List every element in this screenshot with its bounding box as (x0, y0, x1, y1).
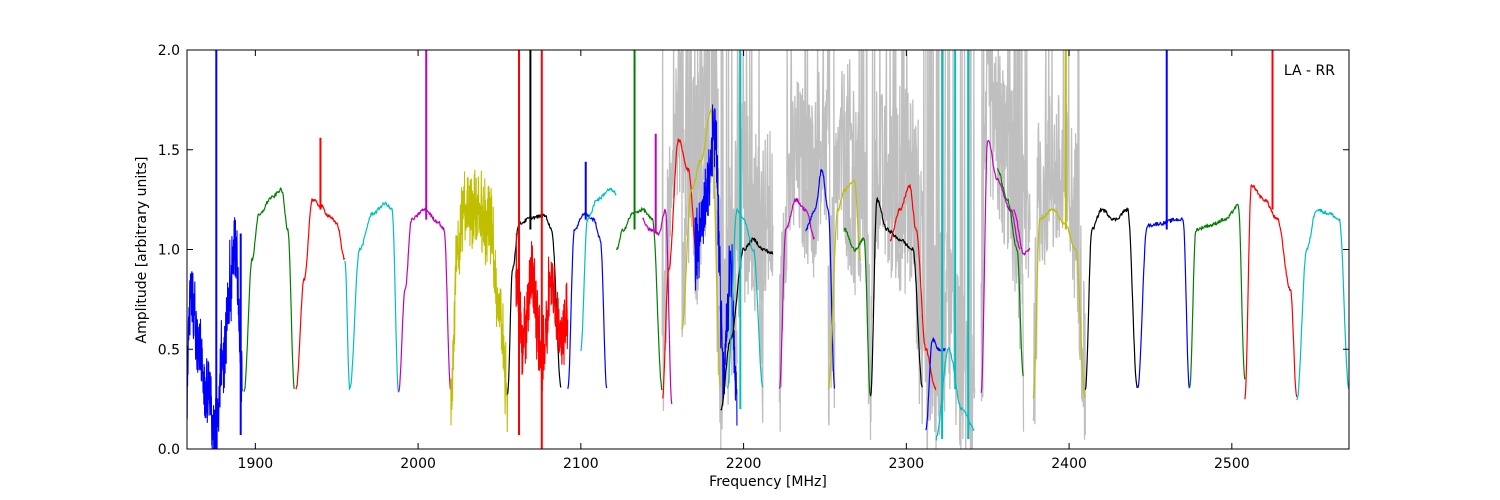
series-line (805, 168, 836, 389)
series-3 (344, 201, 400, 393)
series-9 (580, 187, 617, 352)
series-line (1137, 217, 1190, 389)
series-28 (1032, 50, 1086, 399)
series-11 (642, 133, 673, 405)
series-line (187, 217, 243, 449)
series-2 (295, 137, 346, 390)
series-line (869, 197, 923, 397)
series-32 (1244, 50, 1298, 400)
y-tick-label: 0.5 (158, 342, 180, 358)
series-line (827, 179, 862, 390)
series-line (681, 108, 722, 387)
series-line (778, 197, 815, 389)
series-5 (450, 169, 509, 433)
series-line (344, 201, 400, 393)
rfi-background-trace (1013, 50, 1031, 285)
series-24 (935, 50, 975, 441)
rfi-background-trace (726, 50, 764, 423)
series-line (616, 207, 663, 391)
x-tick-label: 2100 (563, 456, 599, 472)
series-line (450, 169, 509, 433)
y-tick-label: 1.5 (158, 143, 180, 159)
series-13 (681, 108, 722, 387)
series-line (996, 168, 1024, 377)
series-line (661, 138, 699, 399)
series-17 (778, 197, 815, 389)
series-16 (726, 50, 764, 410)
series-line (1013, 209, 1031, 256)
y-axis: 0.0 0.5 1.0 1.5 2.0 (158, 43, 1349, 458)
series-line (1244, 184, 1298, 400)
series-1 (243, 187, 295, 392)
series-line (694, 104, 738, 426)
series-line (1084, 207, 1138, 390)
x-tick-label: 2400 (1051, 456, 1087, 472)
series-30 (1137, 50, 1190, 389)
series-18 (805, 168, 836, 389)
series-line (580, 187, 617, 352)
series-line (1296, 208, 1349, 401)
x-axis-label: Frequency [MHz] (709, 474, 827, 490)
y-tick-label: 1.0 (158, 243, 180, 259)
series-line (720, 237, 774, 411)
series-21 (869, 197, 923, 397)
series-0 (187, 50, 243, 449)
series-line (642, 208, 673, 405)
series-10 (616, 50, 663, 391)
series-4 (398, 50, 451, 392)
series-line (726, 208, 764, 389)
series-line (889, 184, 937, 391)
series-25 (980, 139, 1021, 393)
series-line (398, 207, 451, 392)
series-19 (827, 179, 862, 390)
x-tick-label: 2200 (726, 456, 762, 472)
series-line (243, 187, 295, 392)
rfi-background-layer (661, 50, 1086, 449)
x-tick-label: 2500 (1214, 456, 1250, 472)
x-axis: 1900 2000 2100 2200 2300 2400 2500 (238, 50, 1250, 472)
series-line (843, 227, 871, 395)
series-line (567, 212, 608, 389)
x-tick-label: 2300 (889, 456, 925, 472)
rfi-background-trace (1032, 50, 1086, 440)
series-line (1188, 203, 1246, 389)
series-7 (515, 50, 569, 449)
y-tick-label: 2.0 (158, 43, 180, 59)
series-20 (843, 227, 871, 395)
series-26 (996, 168, 1024, 377)
series-22 (889, 184, 937, 391)
series-12 (661, 138, 699, 399)
y-axis-label: Amplitude [arbitrary units] (134, 157, 150, 344)
series-29 (1084, 207, 1138, 390)
panel-annotation: LA - RR (1284, 63, 1335, 79)
series-33 (1296, 208, 1349, 401)
series-8 (567, 161, 608, 389)
y-tick-label: 0.0 (158, 442, 180, 458)
series-14 (694, 104, 738, 426)
series-line (980, 139, 1021, 393)
series-31 (1188, 203, 1246, 389)
series-layer (187, 50, 1349, 449)
series-27 (1013, 209, 1031, 256)
x-tick-label: 1900 (238, 456, 274, 472)
x-tick-label: 2000 (400, 456, 436, 472)
series-line (1032, 208, 1086, 399)
series-15 (720, 237, 774, 411)
